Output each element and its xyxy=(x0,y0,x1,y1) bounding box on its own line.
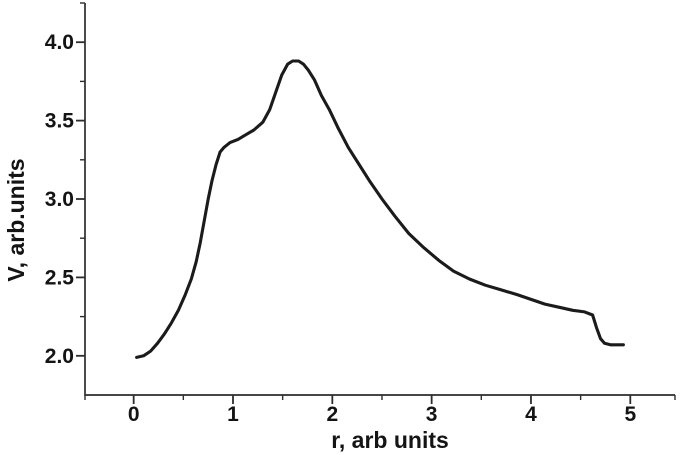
y-tick-label: 3.0 xyxy=(45,188,74,211)
axis-frame xyxy=(84,3,675,396)
y-axis-label: V, arb.units xyxy=(3,158,29,281)
y-tick-label: 2.0 xyxy=(45,345,74,368)
data-curve xyxy=(135,59,625,359)
y-axis-ticks: 2.0 2.5 3.0 3.5 4.0 xyxy=(45,2,85,368)
x-tick-label: 2 xyxy=(326,403,338,426)
x-axis-label: r, arb units xyxy=(331,427,449,453)
x-tick-label: 1 xyxy=(227,403,239,426)
x-tick-label: 4 xyxy=(525,403,537,426)
y-tick-label: 2.5 xyxy=(45,266,75,289)
x-tick-label: 5 xyxy=(624,403,636,426)
x-tick-label: 3 xyxy=(426,403,438,426)
y-tick-label: 4.0 xyxy=(45,31,74,54)
axes xyxy=(84,3,675,396)
x-axis-ticks: 0 1 2 3 4 5 xyxy=(84,395,676,426)
y-tick-label: 3.5 xyxy=(45,110,75,133)
x-tick-label: 0 xyxy=(128,403,140,426)
